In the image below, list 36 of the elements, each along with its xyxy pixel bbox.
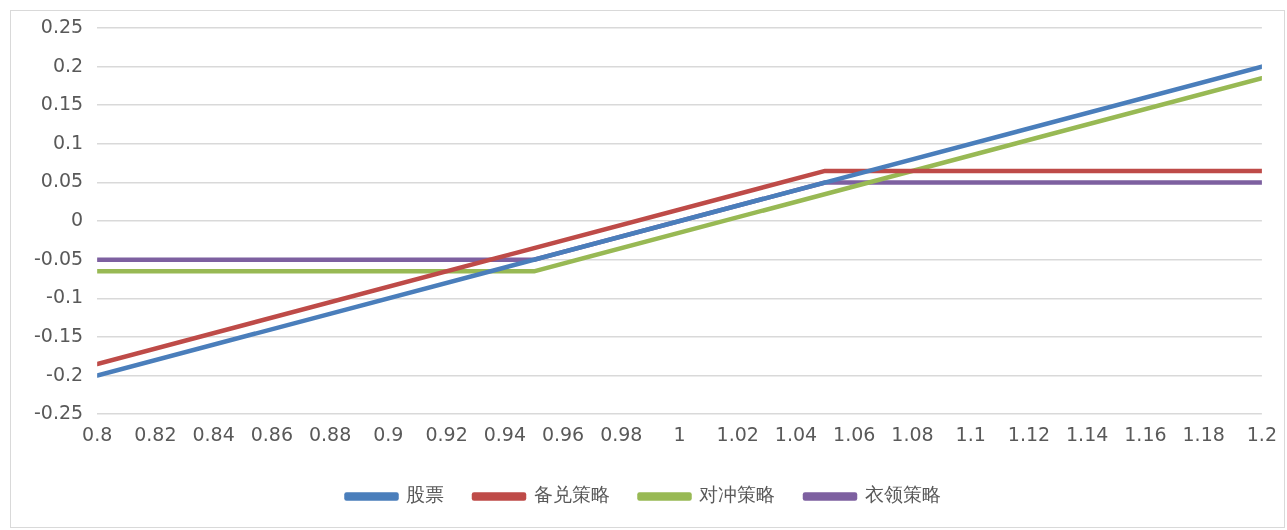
y-tick-label: 0.05 [40,169,84,192]
y-tick-label: -0.25 [33,401,84,424]
x-tick-label: 0.94 [483,422,526,445]
y-tick-label: 0.2 [52,53,84,76]
x-tick-label: 0.8 [82,422,113,445]
y-tick-label: -0.15 [33,323,84,346]
x-tick-label: 1.18 [1182,422,1225,445]
x-tick-label: 1.2 [1246,422,1277,445]
x-tick-label: 0.86 [250,422,294,445]
legend-label: 衣领策略 [864,483,941,506]
y-tick-label: -0.1 [46,285,84,308]
legend-label: 备兑策略 [533,483,610,506]
x-tick-label: 0.84 [192,422,235,445]
y-tick-label: -0.05 [33,246,84,269]
x-tick-label: 1.08 [891,422,934,445]
x-tick-label: 1.04 [774,422,818,445]
x-tick-label: 1 [673,422,686,445]
x-tick-label: 1.02 [716,422,759,445]
y-tick-label: 0.15 [40,92,84,115]
y-tick-label: 0 [71,208,84,231]
x-tick-label: 1.1 [955,422,986,445]
x-tick-label: 0.92 [425,422,468,445]
x-tick-label: 0.9 [373,422,404,445]
y-tick-label: 0.25 [40,14,84,37]
x-tick-label: 1.06 [833,422,876,445]
x-tick-label: 0.96 [541,422,585,445]
x-tick-label: 1.12 [1007,422,1051,445]
x-tick-label: 0.98 [600,422,643,445]
y-tick-label: 0.1 [52,130,84,153]
x-tick-label: 1.16 [1124,422,1167,445]
x-tick-label: 0.82 [134,422,177,445]
legend-label: 股票 [406,483,444,506]
x-tick-label: 0.88 [308,422,352,445]
x-tick-label: 1.14 [1066,422,1109,445]
y-tick-label: -0.2 [46,362,84,385]
legend-label: 对冲策略 [699,483,775,506]
